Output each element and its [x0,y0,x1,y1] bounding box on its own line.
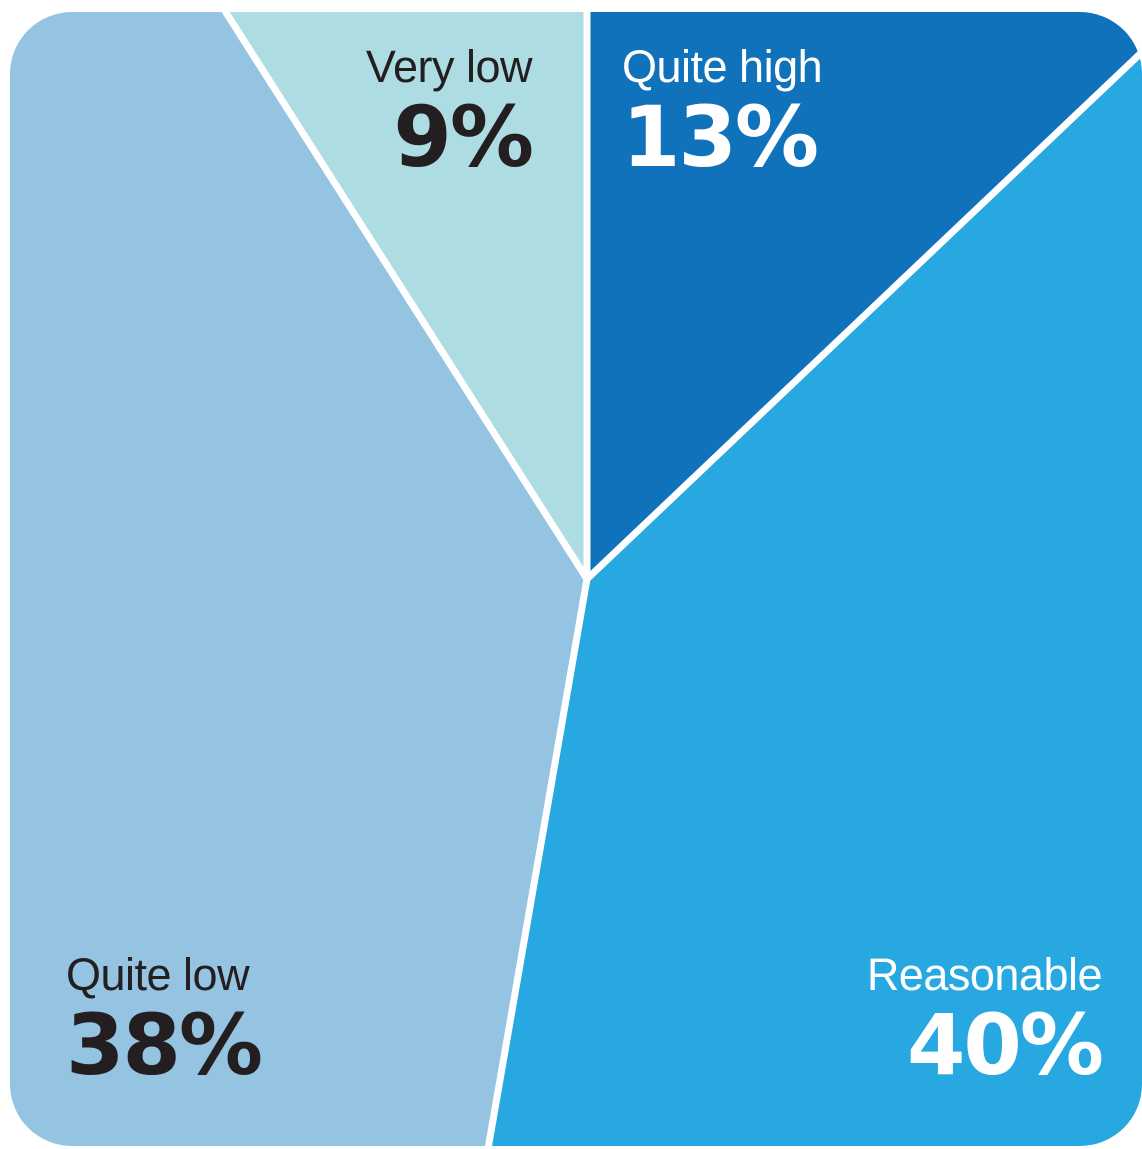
data-label-quite-low: Quite low 38% [66,949,263,1094]
slice-quite-low [10,12,587,1146]
slice-label-quite-low: Quite low [66,949,250,1000]
data-label-quite-high: Quite high 13% [622,41,823,186]
slice-separators [214,0,1142,1149]
data-label-reasonable: Reasonable 40% [866,949,1104,1094]
slice-label-very-low: Very low [365,41,533,92]
separator-reasonable-quite-low [484,575,591,1149]
slice-label-quite-high: Quite high [622,41,823,92]
slice-value-quite-high: 13% [622,88,819,186]
separator-quite-high-reasonable [583,48,1142,583]
slice-value-very-low: 9% [393,88,534,186]
slice-value-quite-low: 38% [66,996,263,1094]
data-label-very-low: Very low 9% [365,41,534,186]
slice-quite-high [587,12,1142,579]
slice-reasonable [488,52,1142,1146]
slice-label-reasonable: Reasonable [866,949,1103,1000]
slice-value-reasonable: 40% [906,996,1104,1094]
separator-quite-low-very-low [214,0,591,583]
